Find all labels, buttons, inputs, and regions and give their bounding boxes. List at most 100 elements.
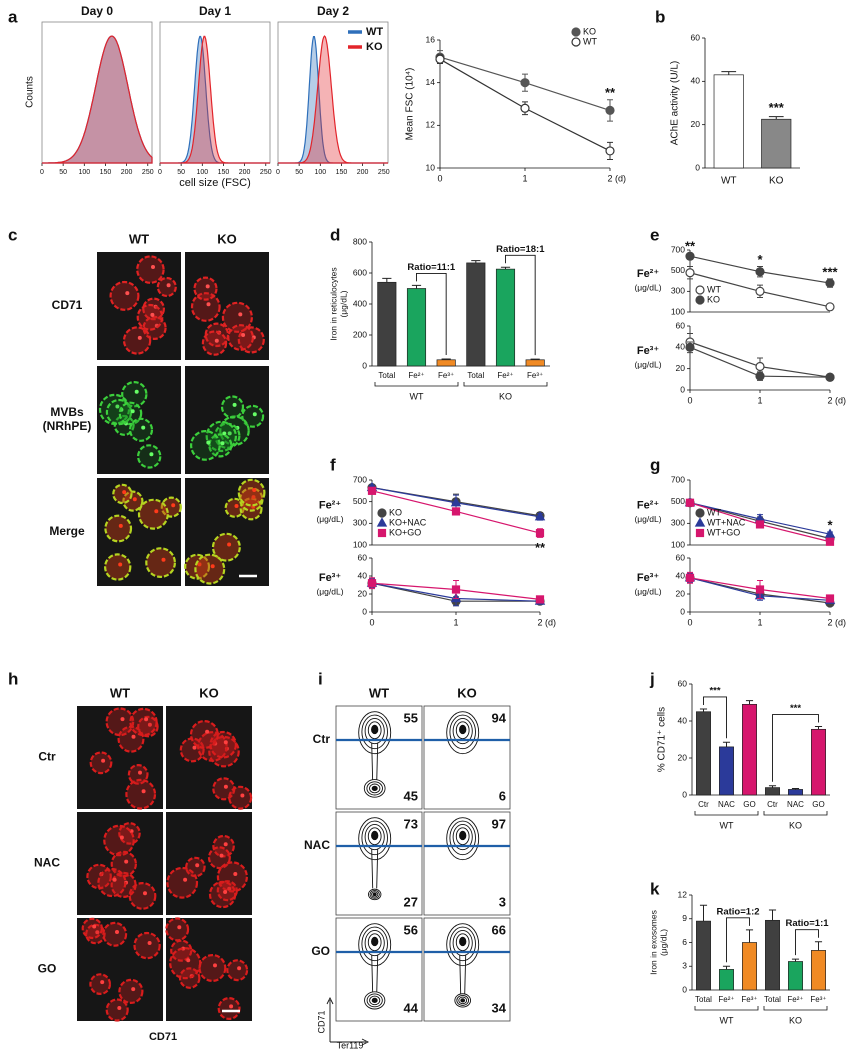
y-axis-unit: (μg/dL)	[316, 586, 343, 596]
error-bar	[745, 700, 754, 705]
density-curve	[42, 35, 153, 164]
bar	[696, 711, 711, 796]
cell	[169, 947, 202, 980]
cell-spot	[183, 877, 188, 882]
gate-percent: 97	[492, 816, 506, 831]
y-tick-label: 0	[695, 162, 700, 172]
x-tick-label: GO	[743, 800, 755, 809]
cell-spot	[223, 890, 228, 894]
error-bar	[471, 260, 481, 263]
cell	[205, 420, 237, 453]
cell	[97, 867, 127, 898]
caption: CD71	[149, 1031, 177, 1043]
x-tick-label: Fe²⁺	[787, 995, 803, 1004]
cell-spot	[120, 717, 125, 722]
gate-percent: 55	[404, 710, 418, 725]
row-label: (NRhPE)	[43, 419, 92, 433]
cell	[112, 483, 133, 505]
marker	[825, 302, 835, 312]
y-tick-label: 300	[353, 518, 367, 528]
y-axis-unit: (μg/dL)	[634, 359, 661, 369]
annotation: ***	[822, 264, 838, 279]
x-tick-label: 1	[522, 173, 527, 183]
row-label: Ctr	[313, 732, 331, 746]
marker	[451, 585, 461, 594]
x-tick-label: Fe²⁺	[718, 995, 734, 1004]
cell-spot	[144, 717, 149, 722]
cell-spot	[147, 722, 152, 727]
column-label: KO	[457, 685, 477, 700]
x-tick-label: 0	[687, 395, 692, 405]
cell-spot	[115, 404, 120, 409]
cell-spot	[223, 842, 228, 847]
cell-spot	[206, 440, 211, 445]
annotation: **	[535, 540, 546, 555]
x-tick-label: 0	[158, 169, 162, 176]
marker	[605, 146, 615, 156]
panel-label: d	[330, 225, 340, 244]
marker	[450, 497, 462, 507]
x-tick-label: 150	[336, 169, 348, 176]
cell	[166, 866, 199, 899]
y-tick-label: 9	[682, 913, 687, 923]
bracket-label: Ratio=1:2	[716, 906, 759, 917]
x-tick-label: Fe²⁺	[408, 371, 424, 380]
facet-title: Day 1	[199, 4, 231, 18]
cell-spot	[220, 441, 225, 446]
x-tick-label: 100	[196, 169, 208, 176]
x-tick-label: 50	[59, 169, 67, 176]
y-tick-label: 0	[362, 606, 367, 616]
x-tick-label: 2	[827, 617, 832, 627]
contour-neck	[371, 742, 379, 783]
cell	[145, 547, 177, 578]
comparison-bracket	[726, 917, 750, 963]
cell-spot	[132, 497, 137, 502]
panel-label: k	[650, 879, 660, 898]
legend-marker	[695, 295, 705, 305]
cell-spot	[227, 431, 232, 436]
y-axis-label: Iron in exosomes	[648, 910, 658, 975]
cell	[208, 880, 237, 909]
bar	[765, 919, 780, 991]
x-tick-label: 0	[276, 169, 280, 176]
panel-label: c	[8, 225, 17, 244]
x-tick-label: Ctr	[698, 800, 709, 809]
group-label: KO	[789, 1015, 802, 1025]
bar	[811, 950, 826, 991]
cell	[198, 953, 227, 982]
error-bar	[814, 941, 823, 951]
cell-spot	[229, 1004, 234, 1009]
micrograph	[77, 918, 163, 1021]
error-bar	[722, 965, 731, 970]
cell	[189, 430, 221, 461]
cell-spot	[210, 564, 215, 569]
cell-spot	[227, 886, 232, 891]
y-tick-label: 40	[691, 76, 701, 86]
marker	[534, 511, 546, 521]
cell-spot	[195, 863, 200, 868]
cell-spot	[131, 987, 136, 992]
x-axis-unit: (d)	[835, 395, 846, 405]
comparison-bracket	[703, 696, 727, 739]
contour-neck	[371, 954, 379, 995]
y-tick-label: 40	[676, 570, 686, 580]
contour	[459, 936, 467, 947]
x-tick-label: 250	[378, 169, 390, 176]
legend-label: WT	[707, 507, 721, 517]
y-tick-label: 20	[678, 752, 688, 762]
y-tick-label: 200	[353, 329, 367, 339]
column-label: KO	[217, 231, 237, 246]
group-label: WT	[720, 1015, 734, 1025]
legend-label: KO+NAC	[389, 517, 427, 527]
error-bar	[768, 909, 777, 921]
cell	[127, 764, 149, 785]
cell-spot	[118, 523, 123, 528]
legend-label: WT	[366, 26, 383, 38]
marker	[535, 528, 545, 538]
y-tick-label: 20	[676, 363, 686, 373]
y-tick-label: 400	[353, 298, 367, 308]
group-bracket	[374, 382, 459, 387]
x-tick-label: Fe³⁺	[438, 371, 454, 380]
marker	[824, 528, 836, 538]
cell	[237, 326, 265, 354]
